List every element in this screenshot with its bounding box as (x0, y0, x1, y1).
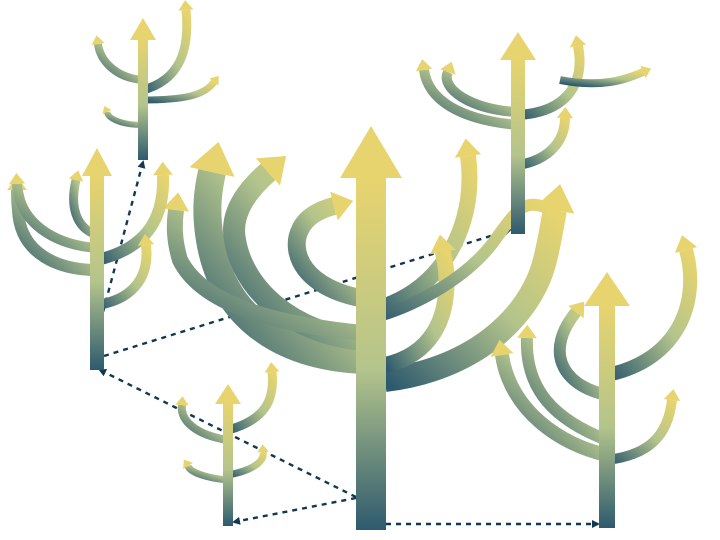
tree-top-left-branch-4 (104, 110, 144, 128)
tree-top-left-trunk-arrowhead (130, 18, 156, 40)
tree-top-right-branch-2-arrowhead (415, 59, 433, 72)
tree-top-right-branch-1 (441, 69, 519, 117)
tree-central-trunk-arrowhead (340, 126, 402, 178)
tree-bottom-small-branch-3 (227, 451, 267, 479)
tree-top-left-branch-2-arrowhead (178, 0, 194, 11)
tree-central-branch-2-arrowhead (255, 155, 287, 186)
tree-central-branch-8 (370, 198, 550, 324)
tree-top-right-branch-1-arrowhead (440, 61, 456, 75)
trees-layer (7, 0, 698, 530)
tree-central-branch-1-arrowhead (189, 141, 235, 177)
tree-right-branch-5 (606, 399, 677, 465)
tree-top-left-trunk (138, 38, 148, 160)
tree-top-right-branch-2 (419, 69, 519, 130)
tree-central-branch-8-arrowhead (544, 198, 561, 218)
tree-central-branch-4 (369, 154, 478, 318)
tree-left-branch-3 (95, 174, 170, 266)
tree-top-right-branch-5 (559, 68, 645, 88)
tree-right-branch-1 (495, 353, 609, 462)
tree-bottom-small-branch-1-arrowhead (175, 396, 189, 406)
tree-top-left-branch-3 (142, 79, 217, 104)
tree-top-right-branch-4 (517, 117, 570, 170)
tree-top-left-branch-1-arrowhead (91, 35, 105, 46)
tree-left-trunk-arrowhead (82, 148, 112, 176)
tree-top-left-branch-3-arrowhead (209, 75, 219, 86)
tree-top-left-branch-4-arrowhead (102, 105, 112, 114)
tree-bottom-small-branch-2 (226, 371, 277, 435)
tree-bottom-small-branch-1 (177, 404, 229, 444)
tree-top-left (91, 0, 219, 160)
tree-central-branch-7-arrowhead (162, 192, 190, 212)
tree-left-branch-3-arrowhead (153, 161, 173, 176)
tree-central (162, 126, 575, 530)
tree-right-branch-5-arrowhead (663, 389, 681, 402)
tree-right-trunk (599, 304, 615, 528)
tree-central-branch-7 (166, 208, 386, 343)
tree-right-branch-2 (520, 337, 610, 446)
tree-central-branch-1 (193, 168, 373, 374)
tree-bottom-small-trunk (223, 402, 233, 526)
tree-bottom-small-branch-4-arrowhead (183, 459, 193, 470)
tree-top-right-branch-3 (517, 44, 585, 120)
tree-left-trunk (90, 174, 104, 370)
tree-left-branch-5-arrowhead (68, 170, 84, 182)
tree-top-right-branch-4-arrowhead (556, 107, 574, 119)
tree-top-left-branch-2 (141, 9, 192, 95)
tree-left (7, 148, 173, 370)
tree-right-branch-3-arrowhead (568, 301, 585, 319)
tree-top-right-branch-3-arrowhead (569, 35, 587, 48)
tree-top-right-trunk (511, 58, 525, 234)
tree-bottom-small-branch-4 (184, 464, 229, 484)
tree-top-right (415, 32, 652, 234)
tree-top-right-trunk-arrowhead (500, 32, 536, 60)
tree-central-trunk (356, 176, 386, 530)
tree-central-branch-5 (383, 207, 567, 392)
tree-central-branch-6-arrowhead (429, 234, 457, 255)
tree-right-branch-3 (553, 308, 609, 401)
tree-right-trunk-arrowhead (584, 272, 630, 306)
tree-right (490, 235, 698, 528)
tree-left-branch-2 (12, 183, 98, 253)
tree-central-branch-3-arrowhead (330, 191, 354, 221)
tree-bottom-small (175, 362, 280, 526)
tree-bottom-small-trunk-arrowhead (215, 384, 241, 404)
tree-left-branch-2-arrowhead (8, 173, 26, 185)
tree-top-left-branch-1 (94, 43, 144, 84)
tree-right-branch-4 (605, 248, 698, 382)
tree-top-right-branch-5-arrowhead (640, 65, 652, 79)
connector-central-to-bottom-small (232, 496, 357, 525)
tree-left-branch-4-arrowhead (137, 234, 155, 246)
tree-central-branch-4-arrowhead (454, 138, 482, 158)
tree-right-branch-4-arrowhead (674, 235, 698, 253)
tree-right-branch-1-arrowhead (490, 339, 514, 357)
tree-central-branch-3 (287, 197, 374, 309)
tree-bottom-small-branch-2-arrowhead (264, 362, 280, 373)
tree-left-branch-4 (96, 244, 152, 310)
tree-right-branch-2-arrowhead (517, 324, 537, 339)
tree-bottom-small-branch-3-arrowhead (257, 444, 269, 453)
